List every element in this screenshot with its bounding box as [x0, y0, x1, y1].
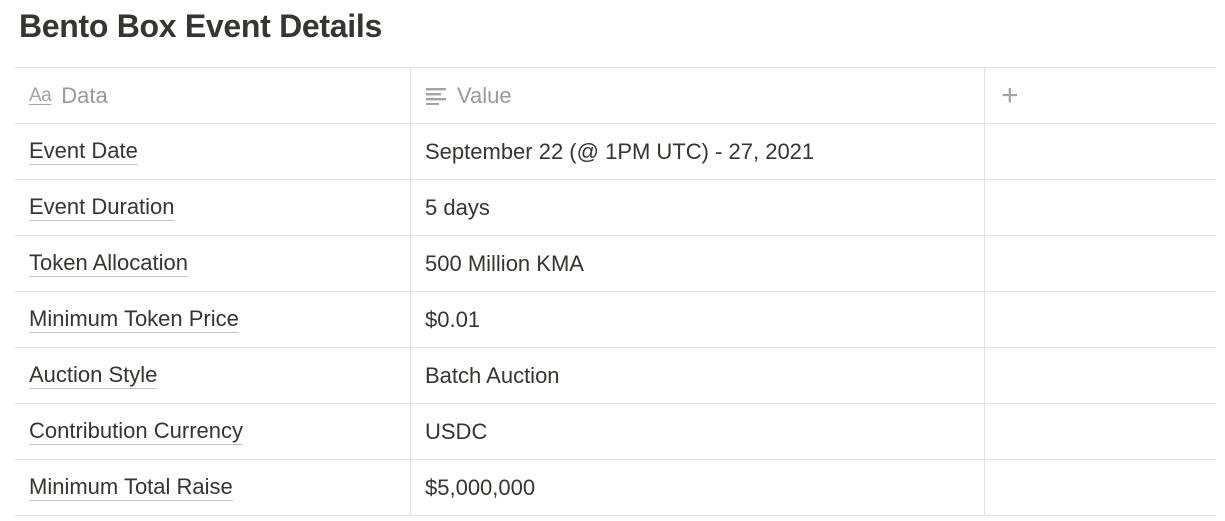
lines-property-icon	[425, 87, 447, 105]
page-title: Bento Box Event Details	[19, 8, 382, 44]
row-key[interactable]: Token Allocation	[29, 249, 188, 277]
empty-cell[interactable]	[985, 460, 1216, 515]
text-property-icon: Aa	[29, 84, 52, 106]
row-key[interactable]: Contribution Currency	[29, 417, 243, 445]
table-row: Minimum Total Raise $5,000,000	[15, 459, 1216, 516]
empty-cell[interactable]	[985, 404, 1216, 459]
value-cell[interactable]: 5 days	[411, 180, 985, 235]
value-cell[interactable]: $5,000,000	[411, 460, 985, 515]
row-value: USDC	[425, 418, 488, 444]
row-value: $5,000,000	[425, 474, 536, 500]
empty-cell[interactable]	[985, 180, 1216, 235]
empty-cell[interactable]	[985, 348, 1216, 403]
database-table: Aa Data Value + Event Date September 22 …	[15, 67, 1216, 516]
table-row: Token Allocation 500 Million KMA	[15, 235, 1216, 291]
value-cell[interactable]: $0.01	[411, 292, 985, 347]
key-cell[interactable]: Minimum Token Price	[15, 292, 411, 347]
table-header-row: Aa Data Value +	[15, 67, 1216, 123]
column-header-label: Data	[61, 82, 108, 108]
value-cell[interactable]: 500 Million KMA	[411, 236, 985, 291]
row-key[interactable]: Minimum Token Price	[29, 305, 239, 333]
key-cell[interactable]: Auction Style	[15, 348, 411, 403]
column-header-value[interactable]: Value	[411, 68, 985, 123]
key-cell[interactable]: Event Date	[15, 124, 411, 179]
table-row: Auction Style Batch Auction	[15, 347, 1216, 403]
empty-cell[interactable]	[985, 124, 1216, 179]
table-row: Contribution Currency USDC	[15, 403, 1216, 459]
row-value: September 22 (@ 1PM UTC) - 27, 2021	[425, 138, 815, 164]
empty-cell[interactable]	[985, 236, 1216, 291]
empty-cell[interactable]	[985, 292, 1216, 347]
row-value: $0.01	[425, 306, 481, 332]
key-cell[interactable]: Event Duration	[15, 180, 411, 235]
row-key[interactable]: Minimum Total Raise	[29, 473, 233, 501]
key-cell[interactable]: Token Allocation	[15, 236, 411, 291]
column-header-label: Value	[457, 82, 512, 108]
key-cell[interactable]: Contribution Currency	[15, 404, 411, 459]
key-cell[interactable]: Minimum Total Raise	[15, 460, 411, 515]
row-key[interactable]: Auction Style	[29, 361, 158, 389]
row-key[interactable]: Event Duration	[29, 193, 175, 221]
add-column-button[interactable]: +	[985, 68, 1216, 123]
row-value: Batch Auction	[425, 362, 560, 388]
value-cell[interactable]: Batch Auction	[411, 348, 985, 403]
table-row: Minimum Token Price $0.01	[15, 291, 1216, 347]
table-row: Event Duration 5 days	[15, 179, 1216, 235]
row-value: 500 Million KMA	[425, 250, 584, 276]
table-row: Event Date September 22 (@ 1PM UTC) - 27…	[15, 123, 1216, 179]
row-key[interactable]: Event Date	[29, 137, 138, 165]
value-cell[interactable]: USDC	[411, 404, 985, 459]
plus-icon: +	[1001, 78, 1019, 112]
row-value: 5 days	[425, 194, 490, 220]
value-cell[interactable]: September 22 (@ 1PM UTC) - 27, 2021	[411, 124, 985, 179]
column-header-data[interactable]: Aa Data	[15, 68, 411, 123]
